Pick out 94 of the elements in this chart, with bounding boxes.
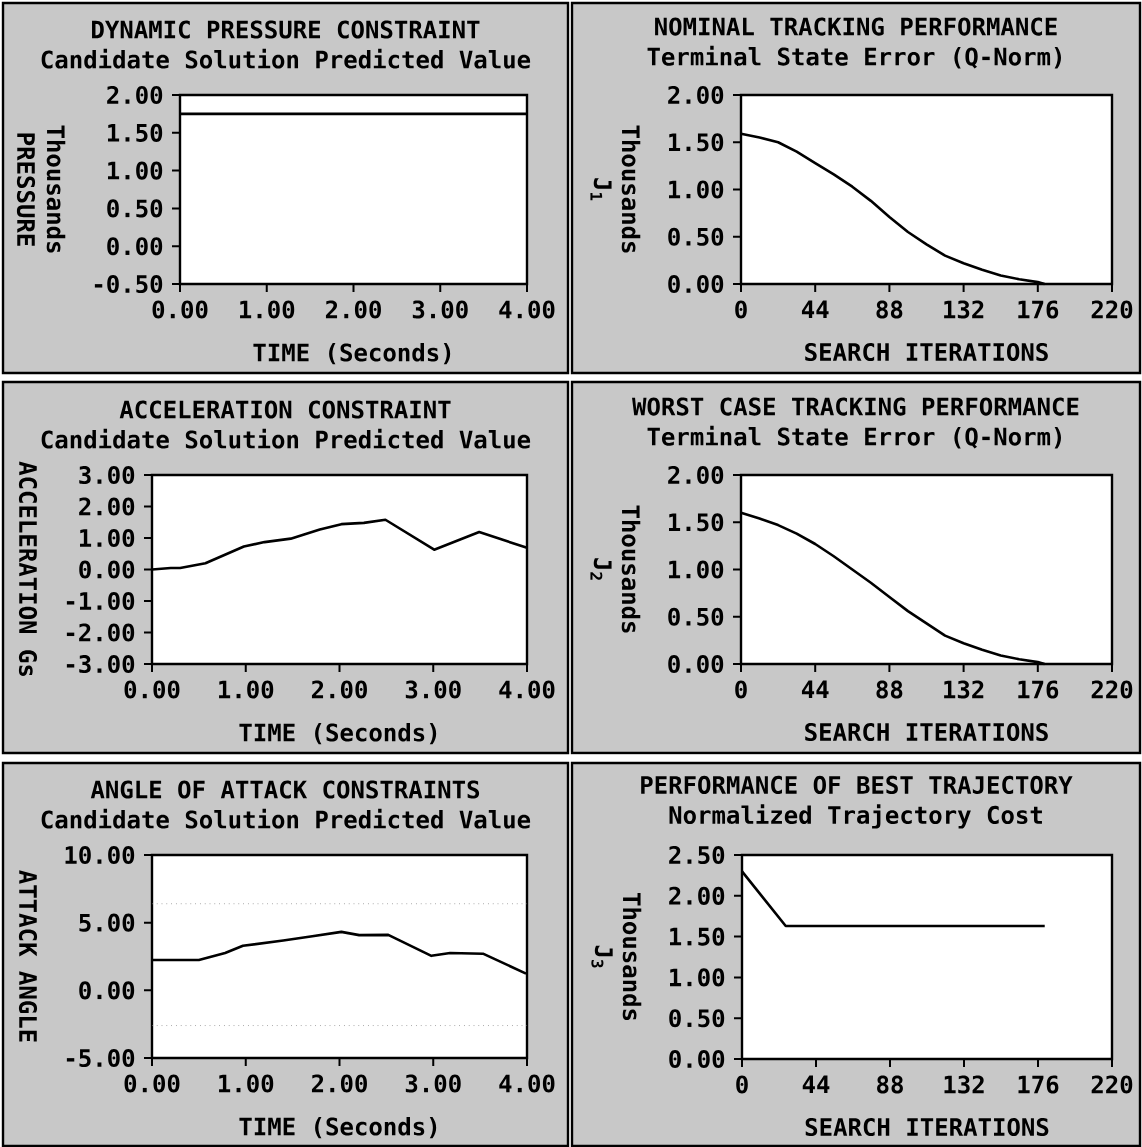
y-tick-label: 1.00 [80, 528, 135, 548]
x-tick-label: 4.00 [499, 680, 555, 699]
y-tick-label: 0.50 [668, 227, 724, 246]
y-tick-label: 2.00 [107, 85, 163, 105]
x-tick-label: 132 [944, 300, 984, 319]
y-tick-label: 1.00 [669, 180, 724, 199]
x-axis-title: SEARCH ITERATIONS [805, 722, 1048, 742]
y-tick-label: -1.00 [66, 591, 135, 611]
y-axis-title: J$_{2}$ [590, 558, 612, 580]
y-tick-label: -5.00 [66, 1048, 135, 1068]
y-axis-title: ACCELERATION Gs [18, 461, 38, 676]
y-tick-label: 0.00 [669, 1049, 725, 1069]
x-tick-label: 0.00 [124, 680, 180, 699]
x-axis-title: TIME (Seconds) [239, 1116, 437, 1139]
chart-subtitle: Candidate Solution Predicted Value [41, 428, 531, 449]
x-tick-label: 220 [1091, 1075, 1133, 1094]
y-tick-label: 2.00 [79, 497, 135, 516]
text: Thousands [46, 125, 66, 253]
x-tick-label: 176 [1018, 680, 1059, 699]
y-tick-label: -3.00 [66, 654, 135, 674]
y-tick-label: 2.00 [668, 85, 724, 105]
y-tick-label: 10.00 [65, 845, 135, 865]
y-axis-title: ATTACK ANGLE [18, 870, 38, 1042]
x-tick-label: 3.00 [405, 680, 461, 699]
y-tick-label: 1.50 [108, 123, 163, 142]
x-tick-label: 0.00 [152, 300, 208, 319]
y-tick-label: -0.50 [94, 274, 163, 294]
x-tick-label: 88 [876, 300, 903, 319]
y-tick-label: 0.00 [668, 654, 724, 674]
chart-title: PERFORMANCE OF BEST TRAJECTORY [641, 775, 1073, 794]
y-tick-label: 0.50 [107, 199, 163, 218]
x-axis-title: TIME (Seconds) [253, 342, 451, 365]
y-tick-label: 0.50 [669, 1009, 725, 1028]
y-tick-label: 1.00 [670, 968, 725, 987]
x-axis-title: SEARCH ITERATIONS [805, 342, 1048, 362]
x-tick-label: 44 [801, 680, 829, 698]
y-tick-label: 1.00 [669, 560, 724, 579]
y-tick-label: 1.00 [108, 161, 163, 180]
chart-title: WORST CASE TRACKING PERFORMANCE [632, 397, 1079, 416]
y-tick-label: 5.00 [79, 913, 135, 932]
y-tick-label: 0.00 [107, 237, 163, 256]
x-tick-label: 1.00 [219, 1074, 274, 1093]
chart-title: ACCELERATION CONSTRAINT [119, 400, 451, 419]
y-tick-label: 0.00 [79, 981, 135, 1000]
chart-title: ANGLE OF ATTACK CONSTRAINTS [90, 780, 480, 799]
x-tick-label: 2.00 [325, 300, 381, 319]
x-tick-label: 1.00 [219, 680, 274, 699]
chart-subtitle: Normalized Trajectory Cost [669, 804, 1042, 829]
x-axis-title: TIME (Seconds) [239, 722, 437, 745]
y-tick-label: 1.50 [670, 927, 725, 946]
x-tick-label: 220 [1091, 300, 1133, 319]
y-tick-label: 2.50 [669, 845, 725, 865]
x-tick-label: 0.00 [124, 1074, 180, 1093]
x-tick-label: 88 [877, 1075, 903, 1094]
y-axis-title: J$_{1}$ [590, 178, 612, 201]
chart-title: NOMINAL TRACKING PERFORMANCE [655, 17, 1057, 36]
x-tick-label: 0 [735, 300, 747, 319]
y-tick-label: 1.50 [669, 513, 724, 532]
x-tick-label: 220 [1091, 680, 1133, 699]
chart-subtitle: Candidate Solution Predicted Value [41, 808, 531, 829]
x-tick-label: 4.00 [499, 1074, 555, 1093]
x-tick-label: 0 [735, 680, 747, 699]
x-axis-title: SEARCH ITERATIONS [805, 1117, 1049, 1137]
x-tick-label: 44 [802, 1075, 830, 1093]
y-tick-label: -2.00 [66, 623, 135, 642]
x-tick-label: 132 [944, 1075, 984, 1094]
y-tick-label: 1.50 [669, 133, 724, 152]
x-tick-label: 2.00 [311, 680, 367, 699]
x-tick-label: 132 [944, 680, 984, 699]
x-tick-label: 2.00 [311, 1074, 367, 1093]
x-tick-label: 176 [1018, 300, 1059, 319]
chart-title: DYNAMIC PRESSURE CONSTRAINT [92, 20, 480, 39]
text: Thousands [621, 125, 641, 253]
y-tick-label: 0.00 [79, 560, 135, 579]
y-tick-label: 2.00 [668, 465, 724, 485]
y-axis-title: PRESSURE [16, 133, 36, 246]
x-tick-label: 4.00 [499, 300, 555, 319]
y-axis-title: J$_{3}$ [591, 945, 613, 968]
text: Thousands [622, 893, 642, 1021]
x-tick-label: 3.00 [405, 1074, 461, 1093]
chart-subtitle: Terminal State Error (Q-Norm) [647, 45, 1061, 69]
y-tick-label: 0.50 [668, 607, 724, 626]
text: Thousands [621, 505, 641, 633]
x-tick-label: 0 [736, 1075, 748, 1094]
x-tick-label: 88 [876, 680, 903, 699]
y-tick-label: 0.00 [668, 274, 724, 294]
x-tick-label: 1.00 [240, 300, 295, 319]
x-tick-label: 176 [1018, 1075, 1059, 1094]
y-tick-label: 3.00 [79, 465, 135, 485]
x-tick-label: 44 [801, 300, 829, 318]
x-tick-label: 3.00 [412, 300, 468, 319]
y-tick-label: 2.00 [669, 886, 725, 905]
chart-subtitle: Candidate Solution Predicted Value [41, 48, 531, 69]
chart-subtitle: Terminal State Error (Q-Norm) [647, 425, 1061, 449]
